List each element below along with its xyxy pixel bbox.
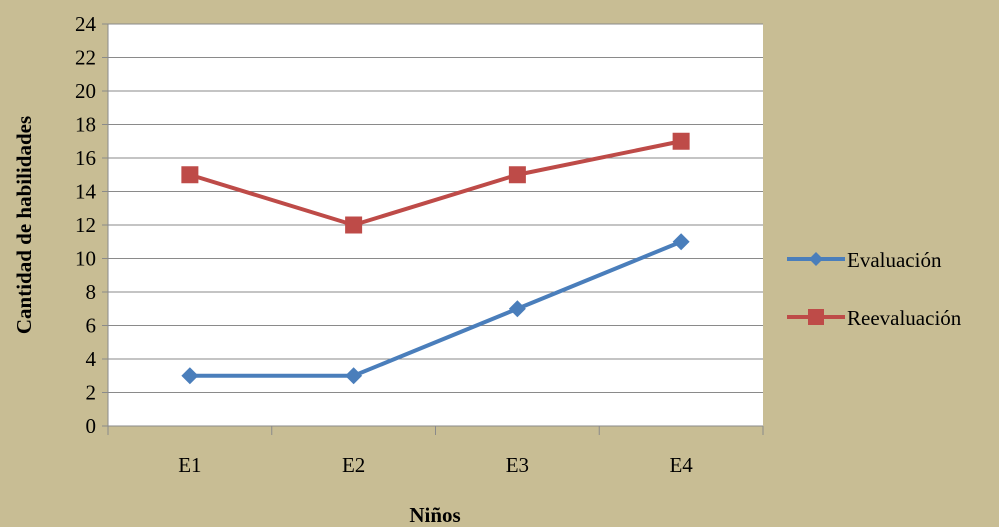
y-axis-title: Cantidad de habilidades [12, 116, 36, 334]
legend-marker [808, 309, 824, 325]
y-tick-label: 0 [86, 414, 97, 438]
data-point [672, 233, 690, 251]
y-tick-label: 20 [75, 79, 96, 103]
series-line [187, 239, 684, 378]
y-tick-label: 22 [75, 46, 96, 70]
data-point [672, 132, 690, 150]
legend-label: Evaluación [847, 248, 942, 272]
x-tick-label: E2 [342, 453, 365, 477]
legend-label: Reevaluación [847, 306, 962, 330]
series-lines [187, 139, 684, 378]
y-tick-label: 24 [75, 12, 97, 36]
legend-item: Reevaluación [787, 306, 962, 330]
data-point [508, 166, 526, 184]
data-point [181, 367, 199, 385]
y-tick-label: 8 [86, 280, 97, 304]
series-line [187, 139, 684, 227]
data-point [181, 166, 199, 184]
y-tick-label: 4 [86, 347, 97, 371]
data-point [345, 367, 363, 385]
x-tick-label: E4 [669, 453, 693, 477]
data-point [345, 216, 363, 234]
legend-item: Evaluación [787, 248, 942, 272]
x-axis-title: Niños [409, 503, 460, 527]
data-point [508, 300, 526, 318]
legend: Evaluación Reevaluación [787, 248, 962, 330]
gridlines [108, 23, 763, 393]
y-tick-label: 2 [86, 381, 97, 405]
y-tick-label: 10 [75, 247, 96, 271]
x-tick-label: E3 [506, 453, 529, 477]
y-tick-label: 18 [75, 113, 96, 137]
y-tick-label: 12 [75, 213, 96, 237]
series-markers [181, 132, 690, 385]
x-tick-label: E1 [178, 453, 201, 477]
y-tick-label: 16 [75, 146, 96, 170]
legend-marker [809, 252, 823, 266]
y-tick-label: 6 [86, 314, 97, 338]
y-tick-label: 14 [75, 180, 97, 204]
